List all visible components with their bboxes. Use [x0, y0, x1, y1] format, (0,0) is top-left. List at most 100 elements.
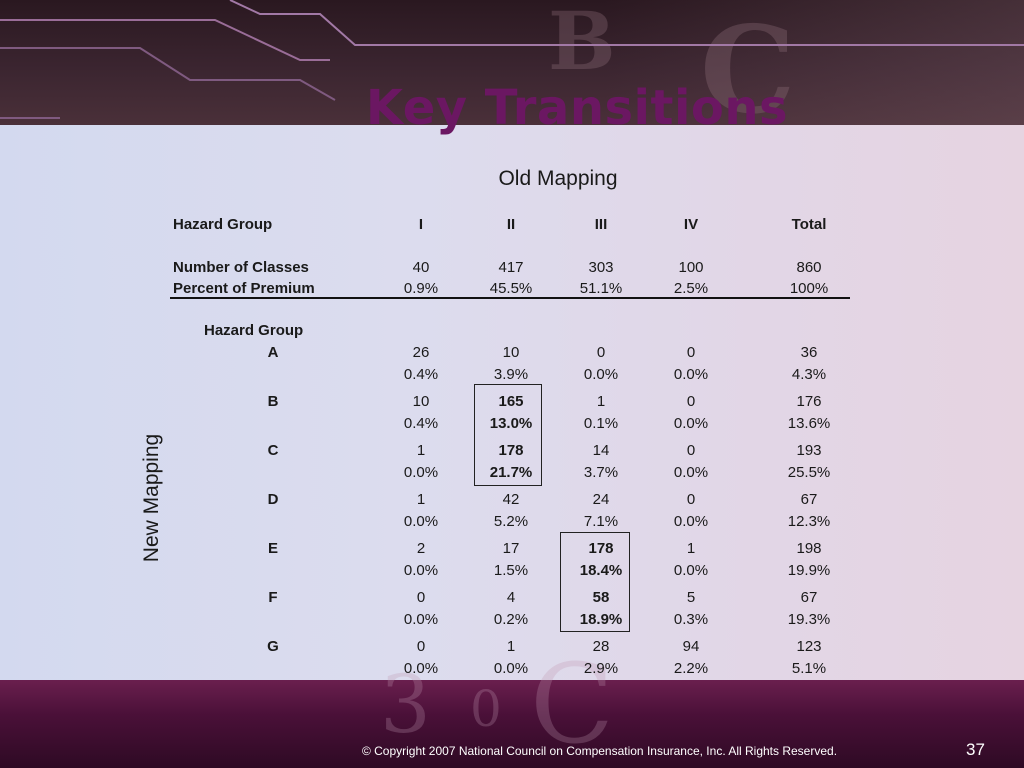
header-col-iv: IV — [683, 216, 699, 233]
group-pct-total: 4.3% — [791, 366, 827, 383]
group-count-total: 193 — [796, 442, 822, 459]
group-pct-cell: 0.0% — [493, 660, 529, 677]
group-count-cell: 2 — [416, 540, 426, 557]
group-count-cell: 10 — [412, 393, 430, 410]
group-label: B — [267, 393, 279, 410]
group-label: A — [267, 344, 279, 361]
header-col-iii: III — [594, 216, 608, 233]
group-count-cell-highlighted: 58 — [592, 589, 610, 606]
group-pct-cell: 0.0% — [403, 611, 439, 628]
group-pct-cell: 0.0% — [673, 366, 709, 383]
summary-premium-i: 0.9% — [403, 280, 439, 297]
group-label: D — [267, 491, 279, 508]
circuit-lines-decoration — [0, 0, 1024, 119]
header-col-ii: II — [506, 216, 516, 233]
group-pct-total: 19.9% — [787, 562, 831, 579]
summary-label-premium: Percent of Premium — [173, 280, 315, 297]
group-pct-cell: 0.4% — [403, 415, 439, 432]
summary-classes-i: 40 — [412, 259, 430, 276]
group-count-cell: 5 — [686, 589, 696, 606]
group-count-cell: 0 — [416, 589, 426, 606]
group-count-cell: 0 — [686, 491, 696, 508]
group-count-cell: 28 — [592, 638, 610, 655]
group-label: F — [268, 589, 278, 606]
footer-band: 3 0 C — [0, 640, 1024, 768]
group-pct-cell: 0.0% — [403, 513, 439, 530]
summary-classes-total: 860 — [796, 259, 822, 276]
group-pct-total: 19.3% — [787, 611, 831, 628]
group-pct-cell-highlighted: 13.0% — [489, 415, 533, 432]
summary-premium-iii: 51.1% — [579, 280, 623, 297]
old-mapping-label: Old Mapping — [498, 167, 618, 190]
group-count-cell-highlighted: 178 — [588, 540, 614, 557]
group-count-total: 36 — [800, 344, 818, 361]
group-pct-cell-highlighted: 18.4% — [579, 562, 623, 579]
copyright-footer: © Copyright 2007 National Council on Com… — [361, 744, 838, 758]
group-count-cell: 1 — [416, 442, 426, 459]
decorative-letter-c: C — [700, 0, 796, 141]
group-count-cell: 1 — [506, 638, 516, 655]
group-count-cell: 0 — [596, 344, 606, 361]
group-pct-cell: 0.1% — [583, 415, 619, 432]
header-col-i: I — [418, 216, 424, 233]
group-count-cell: 24 — [592, 491, 610, 508]
group-pct-cell: 0.0% — [403, 464, 439, 481]
group-count-cell: 10 — [502, 344, 520, 361]
summary-classes-ii: 417 — [498, 259, 524, 276]
group-count-cell: 0 — [416, 638, 426, 655]
group-pct-cell: 2.9% — [583, 660, 619, 677]
group-count-cell-highlighted: 178 — [498, 442, 524, 459]
group-count-cell: 14 — [592, 442, 610, 459]
group-pct-cell: 0.0% — [583, 366, 619, 383]
group-label: C — [267, 442, 279, 459]
group-count-cell: 26 — [412, 344, 430, 361]
summary-classes-iii: 303 — [588, 259, 614, 276]
group-count-cell: 94 — [682, 638, 700, 655]
group-count-cell: 1 — [596, 393, 606, 410]
group-pct-cell: 7.1% — [583, 513, 619, 530]
group-count-cell: 4 — [506, 589, 516, 606]
summary-label-classes: Number of Classes — [173, 259, 309, 276]
group-count-total: 198 — [796, 540, 822, 557]
group-count-cell: 1 — [416, 491, 426, 508]
group-count-total: 67 — [800, 589, 818, 606]
group-pct-cell: 0.0% — [673, 562, 709, 579]
summary-premium-total: 100% — [789, 280, 829, 297]
group-pct-cell: 0.0% — [403, 660, 439, 677]
summary-premium-iv: 2.5% — [673, 280, 709, 297]
group-pct-cell-highlighted: 21.7% — [489, 464, 533, 481]
group-pct-total: 25.5% — [787, 464, 831, 481]
group-count-cell-highlighted: 165 — [498, 393, 524, 410]
group-count-cell: 1 — [686, 540, 696, 557]
group-count-cell: 17 — [502, 540, 520, 557]
group-pct-cell: 2.2% — [673, 660, 709, 677]
group-pct-cell: 0.0% — [403, 562, 439, 579]
group-count-cell: 0 — [686, 442, 696, 459]
decorative-number-3: 3 — [380, 658, 431, 751]
group-pct-total: 13.6% — [787, 415, 831, 432]
group-pct-cell: 0.4% — [403, 366, 439, 383]
group-pct-total: 12.3% — [787, 513, 831, 530]
group-label: E — [267, 540, 279, 557]
header-col-total: Total — [791, 216, 827, 233]
summary-premium-ii: 45.5% — [489, 280, 533, 297]
group-pct-cell: 1.5% — [493, 562, 529, 579]
group-count-total: 67 — [800, 491, 818, 508]
group-label: G — [267, 638, 279, 655]
header-hazard-group: Hazard Group — [173, 216, 273, 233]
group-pct-cell: 0.3% — [673, 611, 709, 628]
summary-divider — [170, 297, 850, 299]
header-fade — [604, 0, 1024, 125]
group-pct-cell: 3.9% — [493, 366, 529, 383]
group-count-total: 176 — [796, 393, 822, 410]
group-pct-cell: 0.2% — [493, 611, 529, 628]
group-pct-cell: 0.0% — [673, 415, 709, 432]
group-count-total: 123 — [796, 638, 822, 655]
highlight-box-iii-ef — [560, 532, 630, 632]
group-pct-cell: 5.2% — [493, 513, 529, 530]
group-pct-total: 5.1% — [791, 660, 827, 677]
slide-title: Key Transitions — [365, 80, 789, 136]
page-number: 37 — [966, 740, 985, 759]
new-hazard-group-label: Hazard Group — [204, 322, 304, 339]
